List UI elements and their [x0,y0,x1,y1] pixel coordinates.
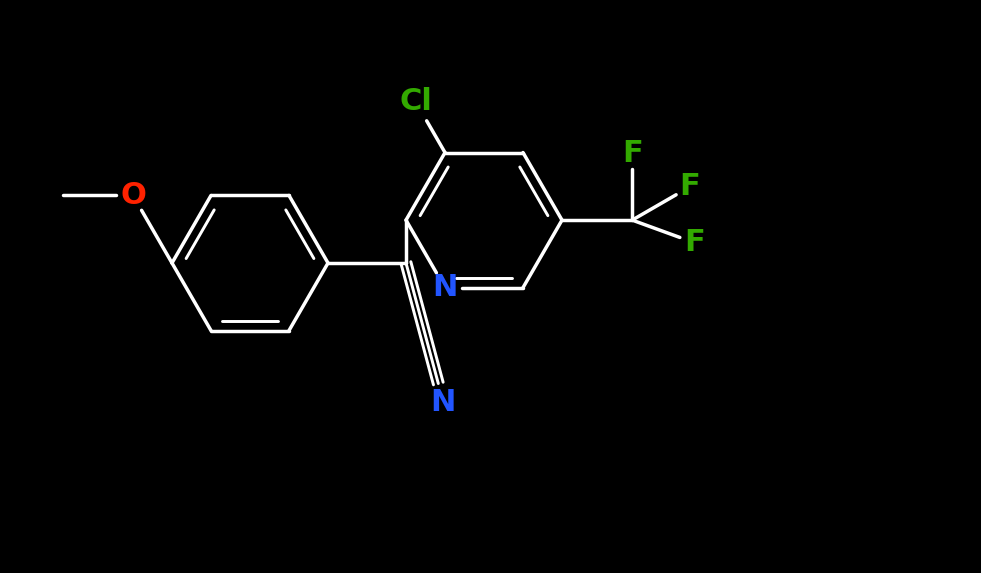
Text: O: O [120,181,146,210]
Text: F: F [679,172,700,202]
Text: N: N [433,273,458,302]
Text: F: F [684,228,705,257]
Text: N: N [431,388,456,417]
Text: F: F [622,139,643,168]
Text: Cl: Cl [399,88,433,116]
